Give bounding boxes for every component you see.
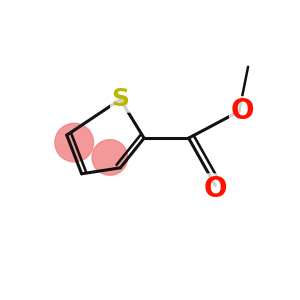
Circle shape: [55, 123, 94, 162]
Text: O: O: [204, 175, 227, 203]
Circle shape: [92, 140, 128, 175]
Text: O: O: [230, 98, 254, 125]
Text: S: S: [111, 88, 129, 112]
